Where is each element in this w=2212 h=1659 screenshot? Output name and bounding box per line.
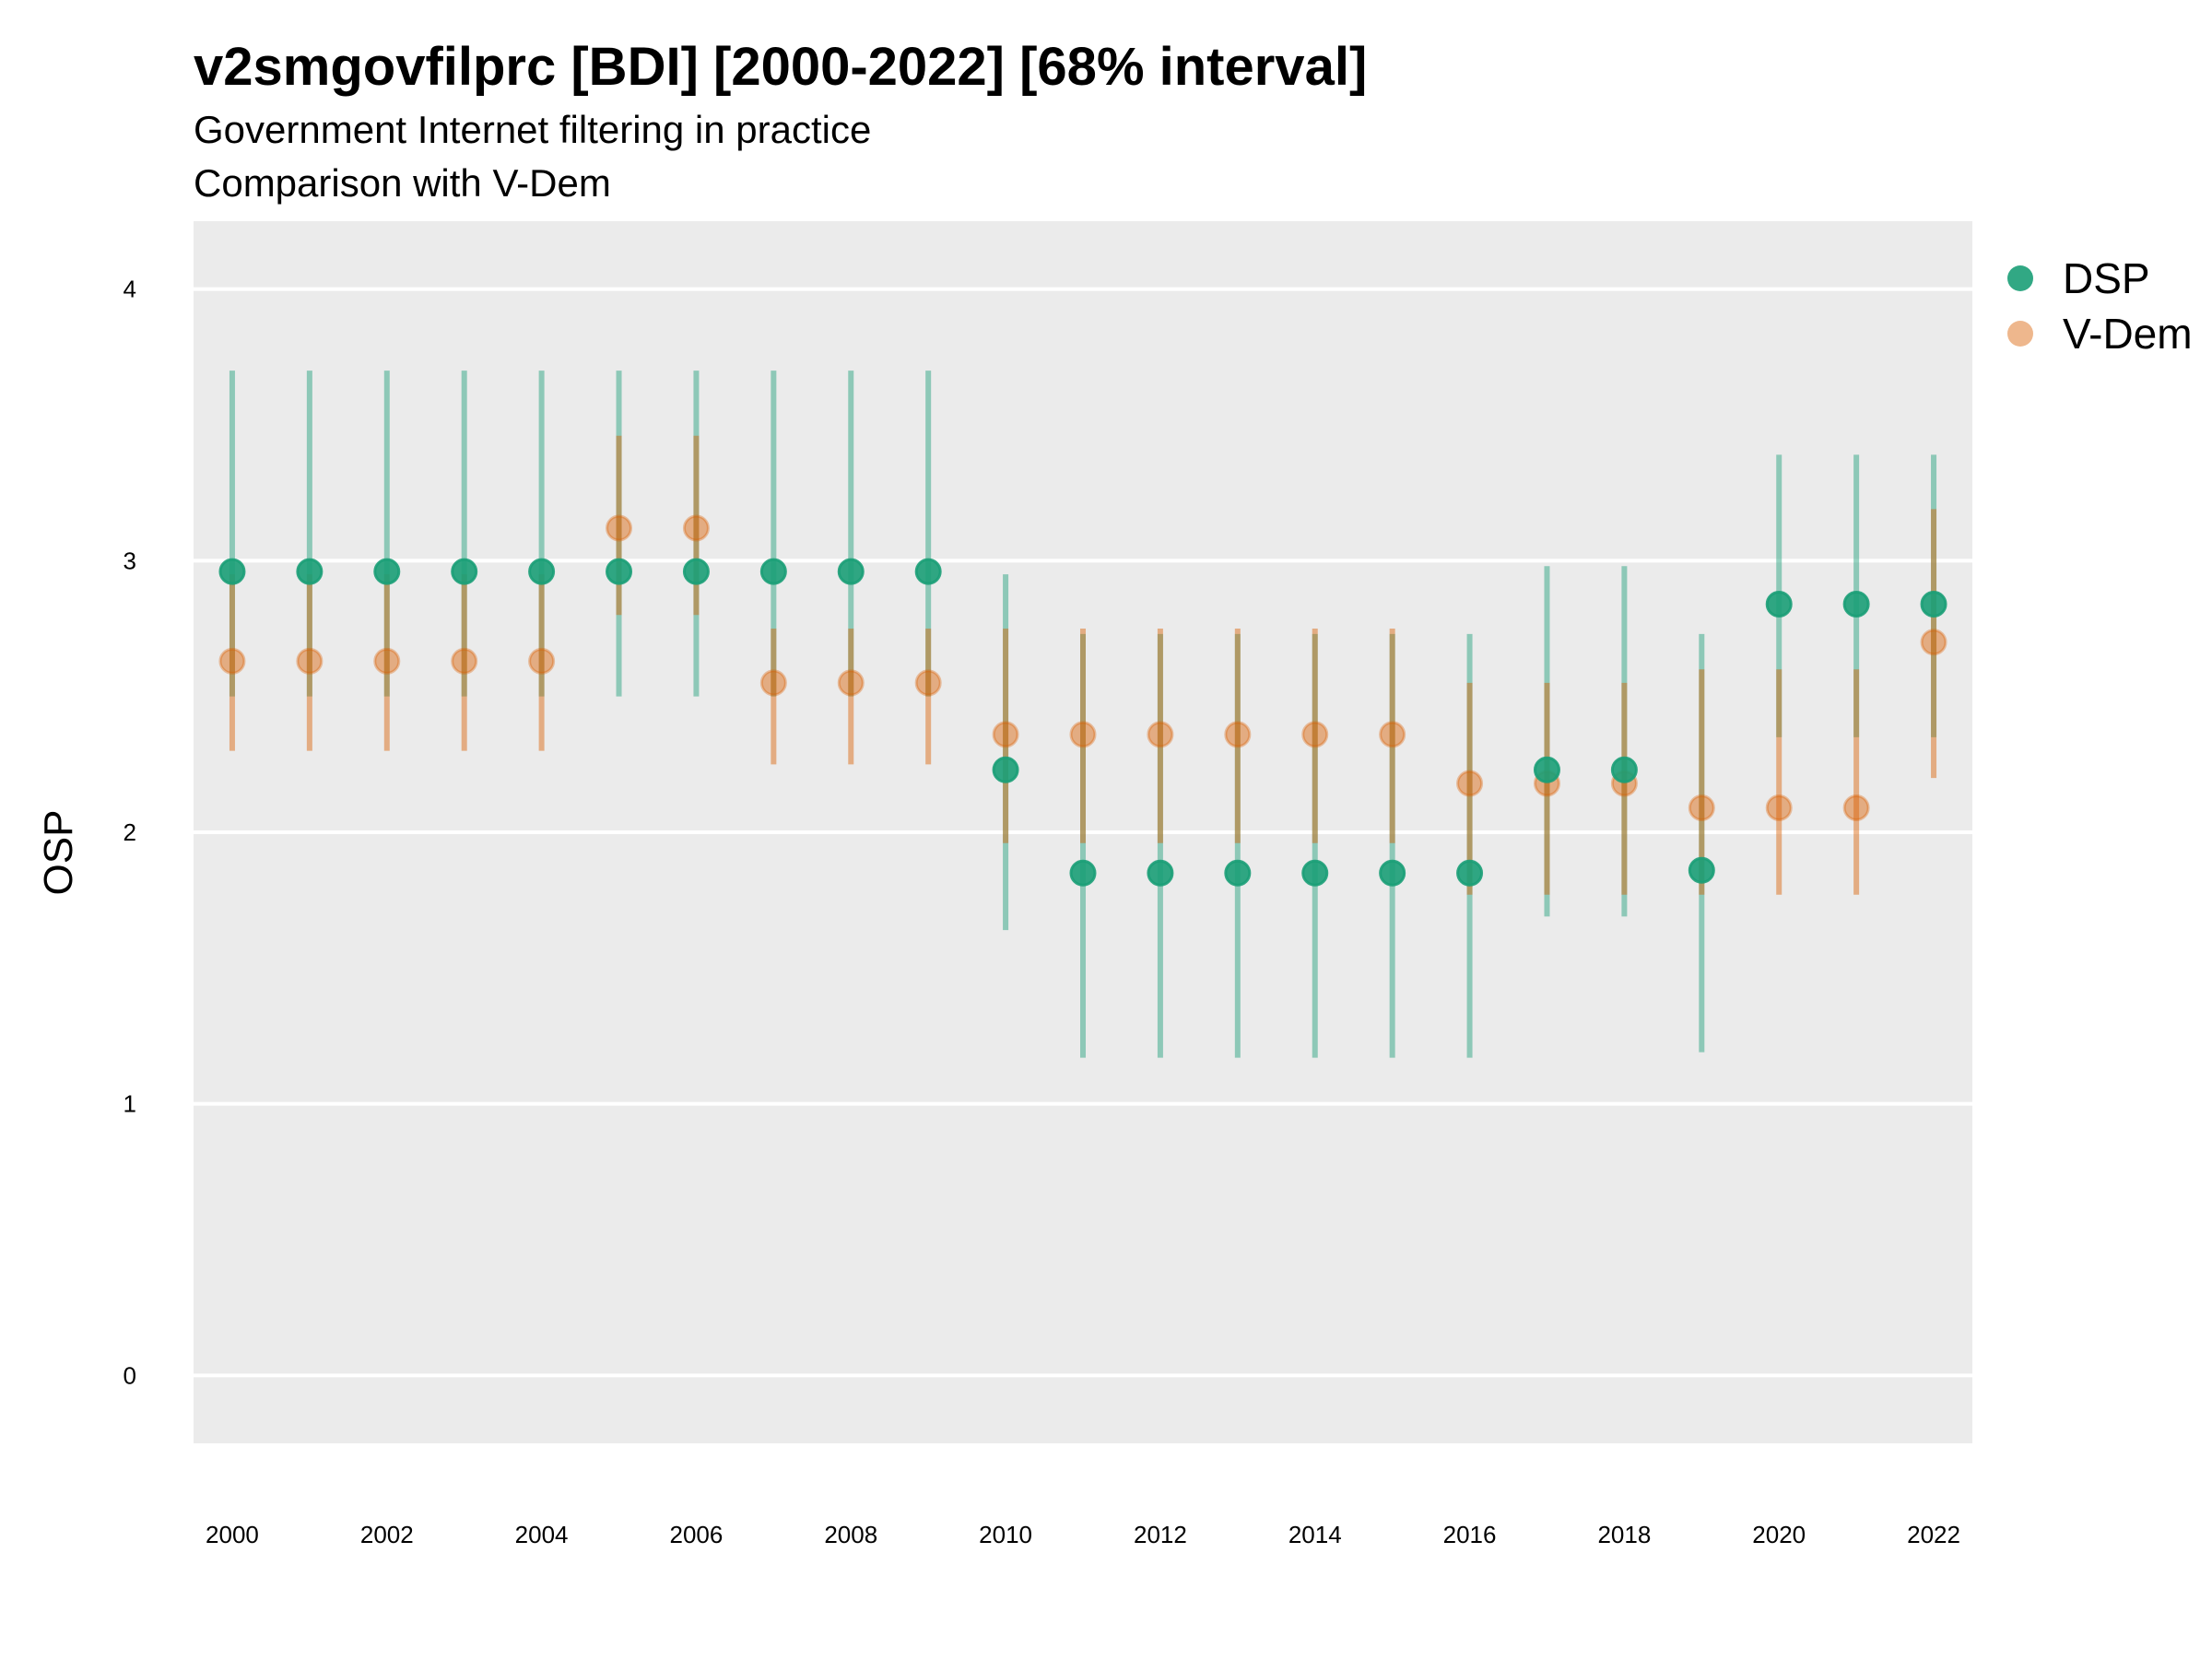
grid-lines — [194, 287, 1972, 1378]
x-tick-label: 2002 — [360, 1521, 414, 1548]
y-axis-ticks: 0 1 2 3 4 — [124, 276, 136, 1390]
y-axis-label: OSP — [36, 810, 81, 896]
y-tick-label: 2 — [124, 818, 136, 846]
point-dsp — [1301, 859, 1329, 887]
x-tick-label: 2018 — [1597, 1521, 1651, 1548]
y-tick-label: 0 — [124, 1361, 136, 1389]
point-dsp — [1069, 859, 1097, 887]
point-vdem — [1842, 794, 1870, 821]
legend-label-dsp: DSP — [2063, 254, 2150, 302]
point-vdem — [606, 514, 633, 542]
y-tick-label: 4 — [124, 276, 136, 303]
point-vdem — [1069, 721, 1097, 748]
legend-swatch-vdem — [2007, 321, 2033, 347]
point-dsp — [528, 558, 556, 585]
x-tick-label: 2016 — [1443, 1521, 1497, 1548]
point-vdem — [218, 647, 246, 675]
point-vdem — [992, 721, 1019, 748]
point-vdem — [914, 669, 942, 697]
point-dsp — [373, 558, 401, 585]
point-vdem — [837, 669, 865, 697]
x-tick-label: 2014 — [1288, 1521, 1342, 1548]
legend-swatch-dsp — [2007, 265, 2033, 291]
x-tick-label: 2012 — [1134, 1521, 1187, 1548]
point-vdem — [373, 647, 401, 675]
chart-subtitle-2: Comparison with V-Dem — [194, 161, 611, 205]
point-dsp — [837, 558, 865, 585]
point-dsp — [1379, 859, 1406, 887]
x-tick-label: 2008 — [824, 1521, 877, 1548]
x-tick-label: 2010 — [979, 1521, 1032, 1548]
point-dsp — [1456, 859, 1484, 887]
point-dsp — [759, 558, 787, 585]
point-vdem — [1147, 721, 1174, 748]
point-dsp — [992, 756, 1019, 783]
legend: DSP V-Dem — [2007, 254, 2193, 358]
point-vdem — [1765, 794, 1793, 821]
y-tick-label: 3 — [124, 547, 136, 574]
point-dsp — [1610, 756, 1638, 783]
x-tick-label: 2022 — [1907, 1521, 1960, 1548]
point-dsp — [1147, 859, 1174, 887]
point-vdem — [682, 514, 710, 542]
point-dsp — [1842, 590, 1870, 618]
point-vdem — [451, 647, 478, 675]
y-tick-label: 1 — [124, 1090, 136, 1118]
point-vdem — [1688, 794, 1715, 821]
point-dsp — [1224, 859, 1252, 887]
point-dsp — [296, 558, 324, 585]
x-tick-label: 2006 — [670, 1521, 724, 1548]
point-vdem — [1920, 629, 1947, 656]
point-dsp — [1765, 590, 1793, 618]
point-vdem — [1224, 721, 1252, 748]
interval-bars — [229, 371, 1937, 1058]
point-vdem — [1456, 770, 1484, 797]
point-vdem — [1301, 721, 1329, 748]
point-dsp — [606, 558, 633, 585]
point-vdem — [759, 669, 787, 697]
chart-title: v2smgovfilprc [BDI] [2000-2022] [68% int… — [194, 37, 1367, 97]
chart-subtitle: Government Internet filtering in practic… — [194, 108, 871, 151]
point-dsp — [914, 558, 942, 585]
point-dsp — [451, 558, 478, 585]
x-axis-ticks: 2000 2002 2004 2006 2008 2010 2012 2014 2016 2018… — [206, 1521, 1960, 1548]
x-tick-label: 2000 — [206, 1521, 259, 1548]
point-dsp — [682, 558, 710, 585]
legend-label-vdem: V-Dem — [2063, 310, 2193, 358]
point-dsp — [1533, 756, 1560, 783]
point-vdem — [296, 647, 324, 675]
point-vdem — [528, 647, 556, 675]
point-dsp — [1688, 856, 1715, 884]
x-tick-label: 2020 — [1752, 1521, 1806, 1548]
point-dsp — [1920, 590, 1947, 618]
data-points — [218, 514, 1947, 887]
x-tick-label: 2004 — [515, 1521, 569, 1548]
point-vdem — [1379, 721, 1406, 748]
point-dsp — [218, 558, 246, 585]
